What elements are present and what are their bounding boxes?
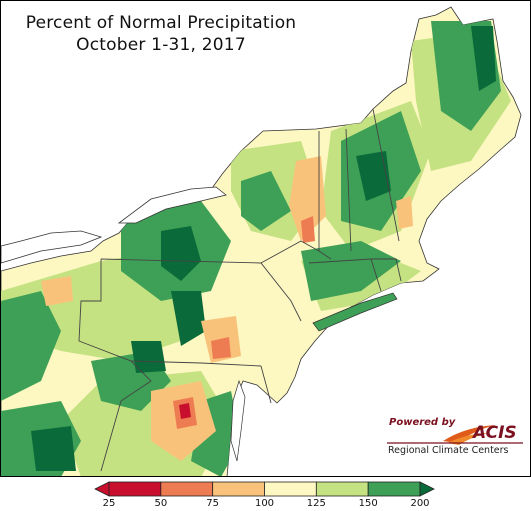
- legend-swatch: [264, 481, 317, 497]
- legend-swatch: [160, 481, 214, 497]
- legend-tick-label: 100: [254, 498, 275, 509]
- legend-tick-label: 25: [102, 498, 116, 509]
- legend-swatch: [212, 481, 265, 497]
- long-island: [312, 292, 398, 332]
- legend-swatch: [367, 481, 421, 497]
- lake-erie: [1, 230, 103, 264]
- rcc-text: Regional Climate Centers: [388, 445, 509, 456]
- legend-tick-label: 150: [358, 498, 378, 509]
- legend-tick-label: 200: [410, 498, 430, 509]
- legend-swatch: [315, 481, 369, 497]
- legend-arrow-high: [419, 481, 435, 497]
- powered-by-text: Powered by: [389, 417, 456, 428]
- legend-tick-label: 50: [154, 498, 168, 509]
- legend-swatch: [108, 481, 162, 497]
- legend-colorbar: [94, 481, 435, 497]
- lake-ontario: [117, 186, 227, 224]
- acis-logo: Powered by ACIS Regional Climate Centers: [385, 415, 525, 463]
- legend-tick-label: 75: [206, 498, 220, 509]
- precipitation-shading: [1, 21, 511, 476]
- map-canvas: [1, 1, 530, 476]
- chesapeake-bay: [230, 379, 246, 462]
- precipitation-map: Percent of Normal Precipitation October …: [0, 0, 531, 477]
- legend-tick-label: 125: [306, 498, 326, 509]
- acis-brand-text: ACIS: [473, 423, 517, 443]
- map-title: Percent of Normal Precipitation: [25, 13, 297, 33]
- acis-swoosh-icon: [387, 425, 523, 445]
- state-boundaries: [78, 108, 402, 472]
- map-subtitle: October 1-31, 2017: [76, 35, 246, 55]
- legend-arrow-low: [94, 481, 110, 497]
